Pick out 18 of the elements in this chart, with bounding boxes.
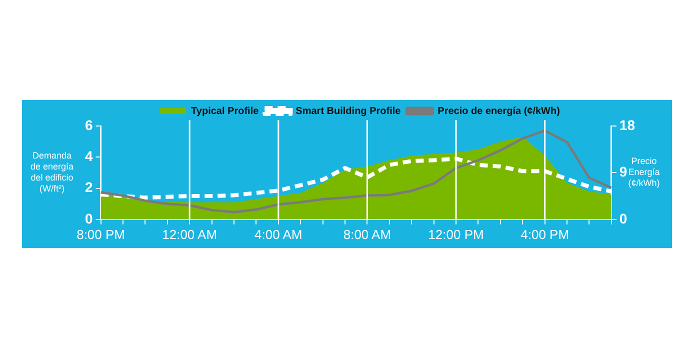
x-tick-label: 12:00 AM <box>162 226 218 242</box>
x-tick-label: 4:00 PM <box>520 226 570 242</box>
x-tick-label: 8:00 AM <box>343 226 392 242</box>
y2-axis-title: Precio Energía (¢/kWh) <box>628 156 660 188</box>
legend-label: Precio de energía (¢/kWh) <box>438 106 560 117</box>
x-tick-label: 8:00 PM <box>76 226 125 242</box>
y-axis-title: Demanda de energía del edificio (W/ft²) <box>30 150 74 194</box>
y-tick-label: 2 <box>84 179 93 196</box>
y2-tick-label: 18 <box>619 116 636 133</box>
x-tick-label: 4:00 AM <box>254 226 302 242</box>
y2-tick-label: 9 <box>619 164 628 180</box>
legend-label: Smart Building Profile <box>296 106 402 117</box>
y-tick-label: 4 <box>84 148 93 164</box>
legend-label: Typical Profile <box>191 106 260 117</box>
y-tick-label: 6 <box>84 116 93 133</box>
y-tick-label: 0 <box>84 210 93 226</box>
y2-tick-label: 0 <box>619 210 628 226</box>
x-tick-label: 12:00 PM <box>428 226 484 242</box>
